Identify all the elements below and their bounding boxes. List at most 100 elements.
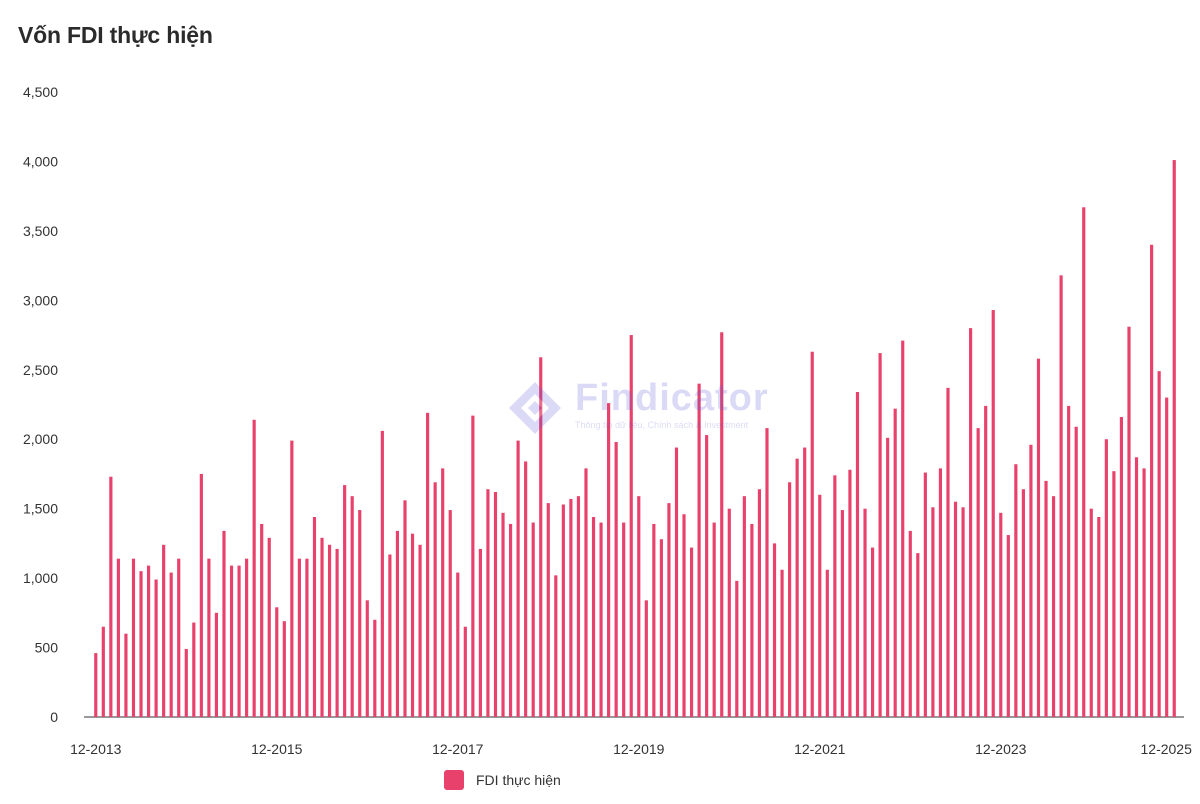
bar[interactable] [546,503,550,717]
bar[interactable] [312,517,317,717]
bar[interactable] [554,575,558,717]
bar[interactable] [893,408,897,717]
bar[interactable] [403,500,407,717]
bar[interactable] [1044,480,1048,717]
bar[interactable] [1165,397,1169,717]
bar[interactable] [1172,160,1176,717]
bar[interactable] [131,558,136,717]
bar[interactable] [742,496,746,717]
bar[interactable] [1112,471,1116,717]
bar[interactable] [848,469,852,717]
bar[interactable] [976,428,980,717]
bar[interactable] [486,489,490,717]
bar[interactable] [305,558,309,717]
bar[interactable] [901,340,905,717]
bar[interactable] [803,447,807,717]
bar[interactable] [689,547,694,717]
bar[interactable] [946,387,950,717]
bar[interactable] [441,468,445,717]
bar[interactable] [938,468,943,717]
bar[interactable] [229,565,234,717]
bar[interactable] [953,501,958,717]
bar[interactable] [1051,496,1056,717]
bar[interactable] [192,622,196,717]
bar[interactable] [1104,439,1108,717]
bar[interactable] [1142,468,1146,717]
bar[interactable] [327,544,332,717]
bar[interactable] [1089,508,1093,717]
bar[interactable] [456,572,460,717]
bar[interactable] [1119,417,1124,717]
bar[interactable] [599,522,603,717]
bar[interactable] [810,351,814,717]
bar[interactable] [720,332,724,717]
bar[interactable] [395,530,400,717]
bar[interactable] [478,548,482,717]
bar[interactable] [365,600,369,717]
bar[interactable] [162,544,166,717]
bar[interactable] [795,458,799,717]
bar[interactable] [1021,489,1025,717]
bar[interactable] [622,522,626,717]
bar[interactable] [757,489,762,717]
bar[interactable] [1097,517,1101,717]
bar[interactable] [388,554,392,718]
bar[interactable] [818,494,822,717]
bar[interactable] [1074,426,1078,717]
bar[interactable] [1082,207,1086,717]
bar[interactable] [1067,405,1071,717]
bar[interactable] [94,653,98,717]
bar[interactable] [184,648,188,717]
bar[interactable] [524,461,528,717]
bar[interactable] [320,537,324,717]
bar[interactable] [584,468,588,717]
bar[interactable] [267,537,271,717]
bar[interactable] [765,428,769,717]
bar[interactable] [569,498,573,717]
bar[interactable] [373,619,377,717]
bar[interactable] [607,403,611,717]
bar[interactable] [923,472,927,717]
bar[interactable] [493,492,498,717]
bar[interactable] [501,512,505,717]
bar[interactable] [840,510,844,717]
bar[interactable] [886,437,890,717]
bar[interactable] [516,440,520,717]
bar[interactable] [576,496,581,717]
bar[interactable] [139,571,143,717]
bar[interactable] [682,514,686,717]
bar[interactable] [780,569,784,717]
bar[interactable] [735,580,739,717]
bar[interactable] [825,569,829,717]
bar[interactable] [222,530,226,717]
bar[interactable] [463,626,467,717]
bar[interactable] [878,353,882,717]
bar[interactable] [705,435,709,717]
bar[interactable] [614,442,618,717]
bar[interactable] [101,626,105,717]
bar[interactable] [1014,464,1018,717]
bar[interactable] [448,510,452,717]
bar[interactable] [772,543,777,717]
bar[interactable] [969,328,973,717]
bar[interactable] [146,565,151,717]
bar[interactable] [199,473,203,717]
bar[interactable] [116,558,120,717]
bar[interactable] [870,547,875,717]
bar[interactable] [659,539,663,717]
bar[interactable] [282,621,286,717]
bar[interactable] [697,383,701,717]
bar[interactable] [961,507,965,717]
bar[interactable] [252,419,256,717]
bar[interactable] [275,607,279,717]
bar[interactable] [214,612,219,717]
bar[interactable] [358,510,362,717]
bar[interactable] [667,503,671,717]
bar[interactable] [561,504,565,718]
bar[interactable] [154,579,158,718]
bar[interactable] [833,475,837,717]
bar[interactable] [433,482,437,717]
bar[interactable] [931,507,935,717]
bar[interactable] [508,523,513,717]
bar[interactable] [297,558,301,717]
